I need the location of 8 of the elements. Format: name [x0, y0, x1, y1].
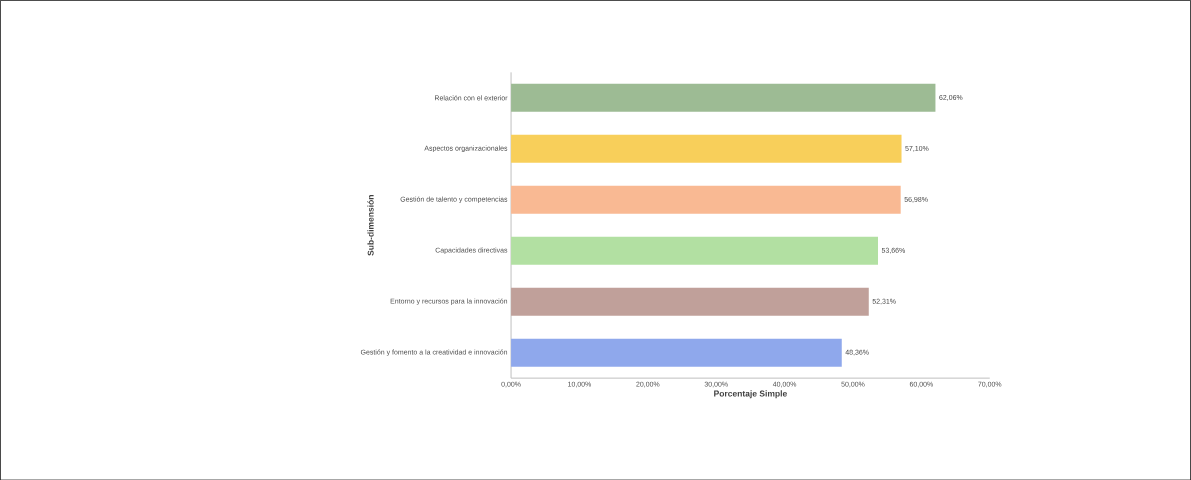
bar — [511, 134, 902, 163]
y-axis-title: Sub-dimensión — [367, 194, 374, 256]
bar — [511, 338, 842, 367]
x-axis-title: Porcentaje Simple — [714, 390, 787, 398]
bar — [511, 185, 901, 214]
bar — [511, 83, 936, 112]
bar — [511, 236, 878, 265]
bar — [511, 287, 869, 316]
